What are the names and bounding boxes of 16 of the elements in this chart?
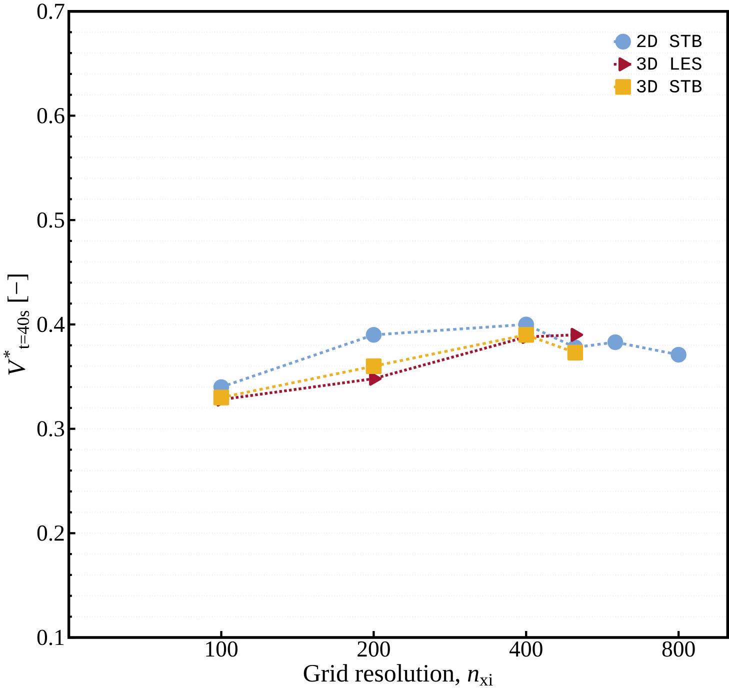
- x-tick-label: 800: [662, 641, 695, 657]
- y-tick-label: 0.5: [37, 212, 64, 228]
- y-tick-label: 0.6: [37, 108, 64, 124]
- legend-label: 2D STB: [637, 34, 702, 48]
- x-tick-label: 400: [510, 641, 542, 657]
- y-axis-title: V$^{*}$$_{t=40s}$ [−]: [4, 274, 30, 375]
- y-tick-label: 0.2: [37, 525, 64, 541]
- x-tick-label: 100: [206, 641, 238, 657]
- legend-label: 3D LES: [637, 57, 702, 70]
- x-tick-label: 200: [358, 641, 390, 657]
- legend-label: 3D STB: [637, 80, 702, 92]
- y-tick-label: 0.7: [37, 4, 64, 20]
- y-tick-label: 0.4: [37, 316, 65, 332]
- y-tick-label: 0.3: [37, 421, 64, 436]
- y-tick-label: 0.1: [37, 630, 64, 646]
- x-axis-title: Grid resolution, n$_{xi}$: [304, 664, 493, 686]
